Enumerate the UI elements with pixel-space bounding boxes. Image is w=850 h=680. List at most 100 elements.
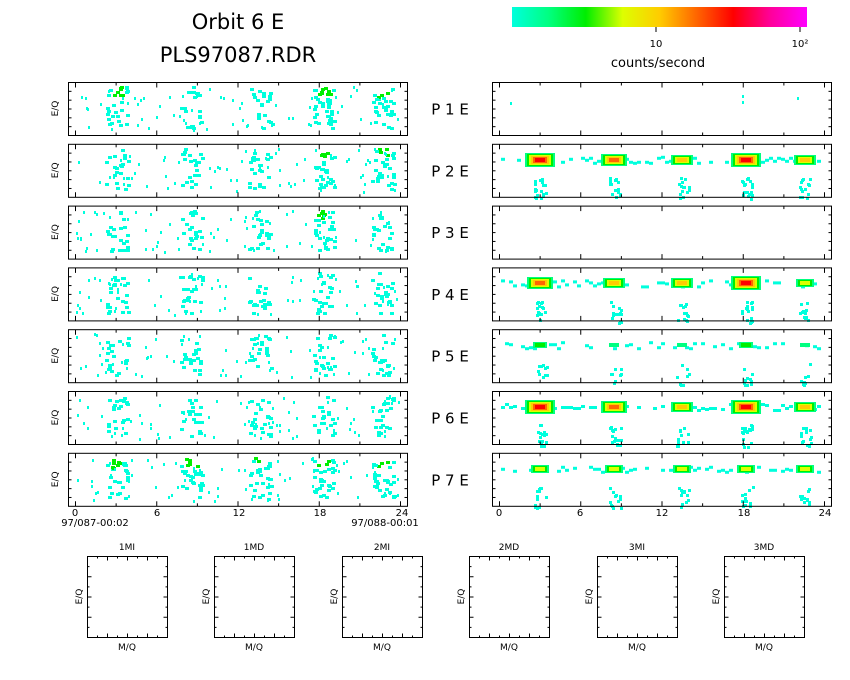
heat-cell	[248, 186, 252, 189]
heat-cell	[317, 224, 321, 227]
heat-cell	[372, 463, 376, 466]
heat-cell	[119, 239, 123, 242]
heat-cell	[683, 427, 686, 430]
heat-cell	[198, 116, 202, 119]
heat-cell	[112, 284, 116, 287]
heat-cell	[193, 300, 197, 303]
heat-cell	[561, 279, 565, 283]
right-burst	[731, 276, 761, 325]
heat-cell	[328, 216, 330, 219]
heat-cell	[573, 466, 577, 470]
heat-cell	[209, 88, 211, 91]
heat-cell	[744, 379, 747, 382]
heat-cell	[384, 430, 386, 433]
right-burst	[676, 343, 691, 387]
heat-cell	[374, 121, 378, 124]
channel-row-4: E/Q P 4 E	[51, 267, 832, 325]
heat-cell	[525, 347, 529, 351]
heat-cell	[751, 373, 754, 376]
heat-cell	[220, 374, 222, 377]
heat-cell	[333, 429, 335, 432]
heat-cell	[111, 115, 115, 118]
heat-cell	[619, 495, 622, 498]
heat-cell	[681, 364, 684, 367]
heat-cell	[817, 159, 821, 163]
heat-cell	[385, 372, 389, 375]
heat-cell	[688, 189, 691, 192]
heat-cell	[292, 210, 294, 213]
heat-cell	[81, 96, 83, 99]
heat-cell	[258, 348, 262, 351]
heat-cell	[201, 276, 205, 279]
heat-cell	[123, 464, 127, 467]
heat-cell	[155, 338, 157, 341]
heat-cell	[97, 491, 99, 494]
heat-cell	[721, 468, 725, 472]
heat-cell	[391, 89, 393, 92]
heat-cell	[805, 431, 808, 434]
heat-cell	[610, 373, 613, 376]
heat-cell	[325, 110, 329, 113]
heat-cell	[120, 101, 124, 104]
heat-cell	[680, 185, 683, 188]
heat-cell	[113, 276, 117, 279]
heat-cell	[137, 103, 139, 106]
heat-cell	[753, 345, 757, 349]
heat-cell	[612, 507, 615, 510]
right-spectrogram	[501, 276, 817, 325]
heat-cell	[311, 245, 313, 248]
right-burst	[796, 279, 814, 322]
heat-cell	[378, 410, 382, 413]
heat-cell	[258, 185, 262, 188]
heat-cell	[377, 175, 381, 178]
heat-cell	[260, 437, 262, 440]
heat-cell	[577, 407, 581, 410]
heat-cell	[181, 276, 185, 279]
heat-cell	[354, 431, 356, 434]
left-panel-ticks	[68, 453, 408, 507]
heat-cell	[124, 301, 128, 304]
heat-cell	[388, 301, 392, 304]
heat-cell	[693, 468, 697, 472]
heat-cell	[385, 153, 387, 156]
heat-cell	[188, 91, 192, 94]
heat-cell	[589, 465, 593, 469]
heat-cell	[312, 485, 314, 488]
heat-cell	[289, 477, 291, 480]
heat-cell	[163, 159, 165, 162]
heat-cell	[253, 187, 257, 190]
heat-cell	[214, 500, 216, 503]
heat-cell	[678, 183, 681, 186]
heat-cell	[122, 277, 126, 280]
heat-cell	[538, 506, 541, 509]
heat-cell	[219, 167, 221, 170]
heat-cell	[817, 405, 821, 408]
heat-cell	[190, 186, 194, 189]
heat-cell	[742, 95, 744, 98]
heat-cell	[513, 405, 517, 408]
channel-label: P 2 E	[431, 162, 469, 180]
heat-cell	[376, 372, 380, 375]
heat-cell	[364, 304, 366, 307]
heat-cell	[186, 474, 190, 477]
left-burst	[371, 334, 395, 377]
heat-cell	[535, 405, 545, 409]
heat-cell	[372, 101, 376, 104]
heat-cell	[181, 107, 185, 110]
heat-cell	[124, 188, 128, 191]
heat-cell	[537, 301, 540, 304]
heat-cell	[355, 239, 357, 242]
heat-cell	[544, 311, 547, 314]
heat-cell	[741, 180, 744, 183]
heat-cell	[323, 215, 325, 218]
heat-cell	[125, 462, 127, 465]
heat-cell	[111, 128, 113, 131]
heat-cell	[106, 464, 110, 467]
heat-cell	[108, 486, 112, 489]
heat-cell	[174, 182, 176, 185]
spectrogram-panels: E/Q P 1 EE/Q P 2 EE/Q P 3 EE/Q P 4 EE/Q P 5 E…	[51, 82, 832, 510]
heat-cell	[194, 233, 198, 236]
heat-cell	[327, 103, 331, 106]
heat-cell	[259, 219, 263, 222]
